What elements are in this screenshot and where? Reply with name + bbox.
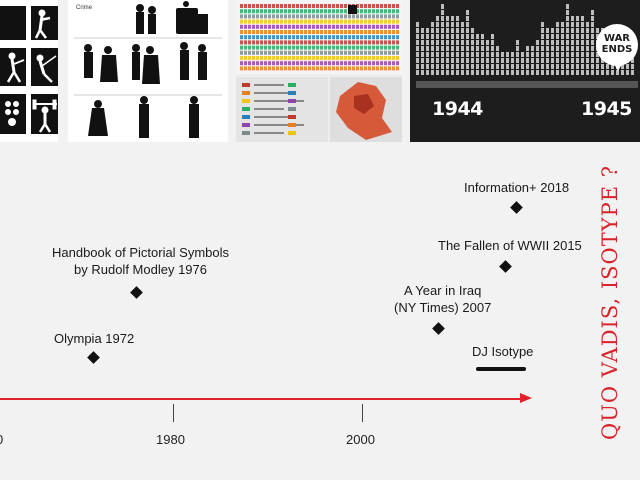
axis-label-1980: 1980: [156, 432, 185, 447]
isotype-timeline: Olympia 1972 Handbook of Pictorial Symbo…: [0, 142, 640, 480]
modley-handbook-thumbnail: Crime: [68, 0, 228, 142]
reference-thumbnails: Crime: [0, 0, 640, 142]
event-marker-modley: [130, 286, 143, 299]
event-label-iraq: A Year in Iraq (NY Times) 2007: [394, 283, 492, 315]
axis-tick-2000: [362, 404, 363, 422]
weightlifting-pictogram-icon: [32, 99, 57, 133]
event-marker-olympia: [87, 351, 100, 364]
axis-label-2000: 2000: [346, 432, 375, 447]
iraq-chart-graphic: [236, 0, 402, 142]
axis-arrow-icon: [520, 393, 532, 403]
olympia-pictograms-thumbnail: [0, 0, 58, 142]
event-label-dj-isotype: DJ Isotype: [472, 344, 534, 359]
modley-figures: [74, 1, 222, 138]
year-1945-label: 1945: [581, 98, 632, 120]
fallen-wwii-thumbnail: [410, 0, 640, 142]
modley-caption: Crime: [76, 5, 92, 11]
boxing-pictogram-icon: [34, 9, 51, 39]
war-badge-line1: WAR: [603, 33, 631, 44]
timeline-axis: [0, 398, 522, 400]
event-label-olympia: Olympia 1972: [54, 331, 135, 346]
fencing-pictogram-icon: [6, 52, 57, 83]
war-ends-badge: WAR ENDS: [596, 24, 638, 66]
axis-label-left: 0: [0, 432, 3, 447]
axis-tick-1980: [173, 404, 174, 422]
war-ends-pin-icon: [613, 62, 623, 71]
dj-isotype-range-bar: [476, 367, 526, 371]
month-strip: [416, 81, 638, 88]
event-label-modley: Handbook of Pictorial Symbols by Rudolf …: [52, 245, 230, 277]
basketball-pictogram-icon: [5, 101, 19, 126]
side-title: QUO VADIS, ISOTYPE ?: [598, 165, 622, 440]
fallen-soldier-silhouettes: [416, 4, 634, 75]
event-marker-iraq: [432, 322, 445, 335]
event-label-information: Information+ 2018: [464, 180, 570, 195]
olympia-pictogram-grid: [0, 0, 58, 142]
iraq-chart-thumbnail: [236, 0, 402, 142]
event-label-fallen: The Fallen of WWII 2015: [438, 238, 582, 253]
event-marker-information: [510, 201, 523, 214]
war-badge-line2: ENDS: [601, 44, 633, 55]
year-1944-label: 1944: [432, 98, 483, 120]
event-marker-fallen: [499, 260, 512, 273]
